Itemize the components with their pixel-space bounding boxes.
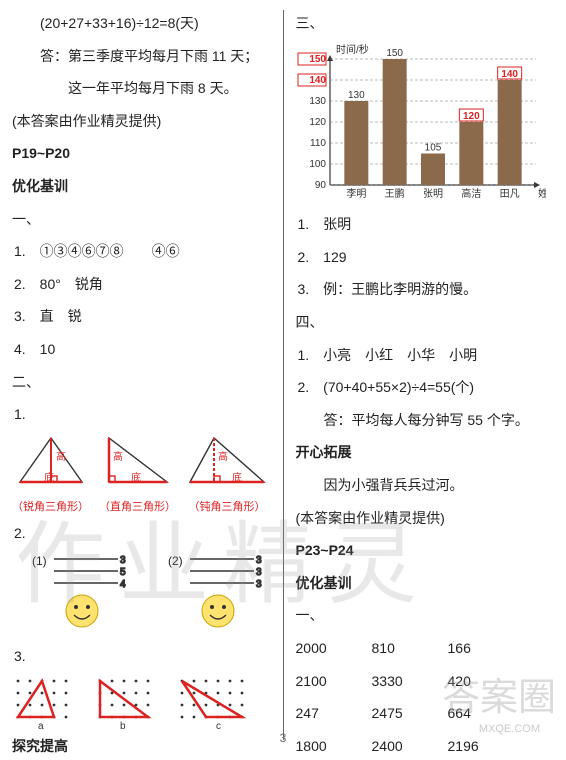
answer-line: 答：第三季度平均每月下雨 11 天；: [12, 43, 271, 70]
svg-text:高: 高: [113, 450, 123, 463]
page-ref: P19~P20: [12, 140, 271, 167]
section-heading: 探究提高: [12, 733, 271, 760]
svg-text:底: 底: [44, 471, 54, 484]
group-heading: 二、: [12, 369, 271, 396]
list-item: 2.: [12, 520, 271, 547]
list-item: 3. 例：王鹏比李明游的慢。: [296, 276, 555, 303]
svg-text:高洁: 高洁: [461, 187, 481, 200]
answer-line: 因为小强背兵兵过河。: [296, 472, 555, 499]
line-figure-2: (2) 3 3 3: [168, 553, 264, 633]
svg-text:100: 100: [309, 159, 326, 170]
list-item: 4. 10: [12, 336, 271, 363]
svg-text:130: 130: [309, 96, 326, 107]
svg-text:(2): (2): [168, 554, 183, 568]
table-row: 2472475664: [296, 700, 555, 727]
bar-chart: 时间/秒 90 100 110 120 130 140 150 130 李明 150 王鹏 105 张明 1…: [296, 43, 555, 212]
svg-text:高: 高: [56, 450, 66, 463]
dot-triangle-a: a: [12, 675, 76, 731]
svg-text:姓名: 姓名: [538, 187, 546, 200]
svg-text:105: 105: [424, 142, 441, 153]
group-heading: 三、: [296, 10, 555, 37]
table-row: 21003330420: [296, 668, 555, 695]
group-heading: 四、: [296, 309, 555, 336]
obtuse-triangle-icon: 高 底: [186, 434, 268, 489]
svg-text:110: 110: [310, 138, 326, 149]
equation: (20+27+33+16)÷12=8(天): [12, 10, 271, 37]
answer-line: 这一年平均每月下雨 8 天。: [12, 75, 271, 102]
page-number: 3: [280, 727, 287, 750]
svg-text:150: 150: [309, 54, 326, 65]
number-grid: 2000810166 21003330420 2472475664 180024002…: [296, 635, 555, 759]
svg-text:3: 3: [256, 567, 262, 578]
svg-text:田凡: 田凡: [499, 188, 519, 200]
triangle-caption: （直角三角形）: [99, 497, 176, 518]
svg-text:(1): (1): [32, 554, 47, 568]
svg-text:王鹏: 王鹏: [384, 187, 404, 200]
dot-triangle-c: c: [176, 675, 252, 731]
svg-text:底: 底: [131, 471, 141, 484]
acute-triangle-icon: 高 底: [16, 434, 86, 489]
svg-text:底: 底: [232, 471, 242, 484]
list-item: 1. 张明: [296, 211, 555, 238]
dot-triangle-b: b: [94, 675, 158, 731]
column-divider: [283, 10, 284, 740]
svg-text:130: 130: [347, 90, 364, 101]
list-item: 2. 80° 锐角: [12, 271, 271, 298]
list-item: 1.: [12, 401, 271, 428]
table-row: 2000810166: [296, 635, 555, 662]
answer-line: 答：平均每人每分钟写 55 个字。: [296, 407, 555, 434]
table-row: 180024002196: [296, 733, 555, 760]
svg-text:b: b: [120, 721, 126, 731]
svg-text:3: 3: [256, 579, 262, 590]
svg-text:张明: 张明: [423, 188, 443, 200]
list-item: 1. 小亮 小红 小华 小明: [296, 342, 555, 369]
svg-text:a: a: [38, 721, 44, 731]
right-triangle-icon: 高 底: [103, 434, 173, 489]
line-figure-1: (1) 3 5 4: [32, 553, 128, 633]
svg-text:140: 140: [309, 75, 326, 86]
list-item: 2. (70+40+55×2)÷4=55(个): [296, 374, 555, 401]
group-heading: 一、: [296, 602, 555, 629]
section-heading: 优化基训: [296, 570, 555, 597]
svg-text:90: 90: [314, 180, 326, 191]
triangle-figures: 高 底 （锐角三角形） 高 底 （直角三角形）: [12, 434, 271, 518]
svg-text:高: 高: [218, 450, 228, 463]
page-ref: P23~P24: [296, 537, 555, 564]
svg-text:120: 120: [309, 117, 326, 128]
svg-text:120: 120: [462, 111, 479, 122]
triangle-caption: （锐角三角形）: [12, 497, 89, 518]
list-item: 3. 直 锐: [12, 303, 271, 330]
svg-text:3: 3: [256, 555, 262, 566]
triangle-caption: （钝角三角形）: [186, 497, 268, 518]
svg-text:时间/秒: 时间/秒: [336, 43, 369, 56]
svg-text:3: 3: [120, 555, 126, 566]
list-item: 2. 129: [296, 244, 555, 271]
section-heading: 优化基训: [12, 173, 271, 200]
svg-text:140: 140: [501, 69, 518, 80]
list-item: 1. ①③④⑥⑦⑧ ④⑥: [12, 238, 271, 265]
svg-text:150: 150: [386, 48, 403, 59]
svg-text:李明: 李明: [346, 187, 366, 200]
svg-text:5: 5: [120, 567, 126, 578]
source-note: (本答案由作业精灵提供): [296, 505, 555, 532]
source-note: (本答案由作业精灵提供): [12, 108, 271, 135]
list-item: 3.: [12, 643, 271, 670]
group-heading: 一、: [12, 206, 271, 233]
svg-text:4: 4: [120, 579, 126, 590]
section-heading: 开心拓展: [296, 439, 555, 466]
svg-text:c: c: [216, 721, 221, 731]
